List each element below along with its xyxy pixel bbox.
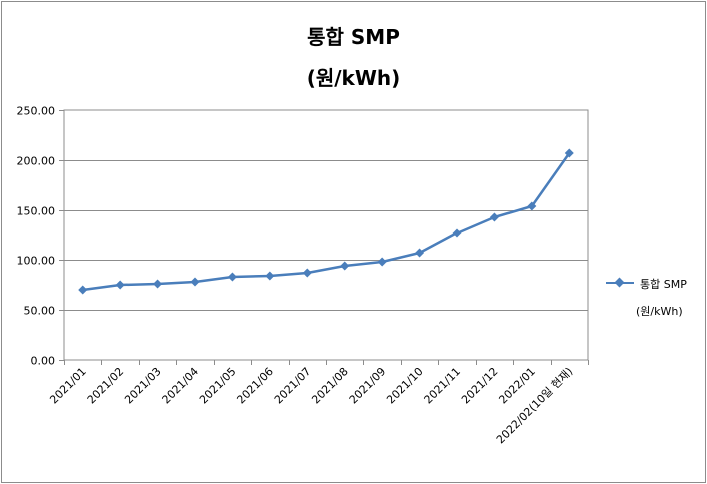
data-point: [452, 228, 462, 238]
legend-series-name: 통합 SMP: [640, 278, 687, 291]
y-tick-label: 50.00: [24, 305, 56, 318]
data-point: [227, 272, 237, 282]
y-tick-label: 100.00: [17, 255, 56, 268]
y-tick-label: 150.00: [17, 205, 56, 218]
legend-item: 통합 SMP: [606, 276, 706, 291]
legend: 통합 SMP (원/kWh): [606, 276, 706, 318]
x-tick-label: 2021/05: [197, 365, 239, 407]
x-tick-label: 2021/12: [459, 365, 501, 407]
x-tick-label: 2021/04: [160, 365, 202, 407]
data-point: [489, 212, 499, 222]
legend-marker-swatch: [614, 277, 625, 288]
x-tick-label: 2021/08: [309, 365, 351, 407]
chart-title-unit: (원/kWh): [306, 66, 401, 90]
x-tick-label: 2021/01: [47, 365, 89, 407]
x-tick-label: 2021/03: [122, 365, 164, 407]
data-point: [190, 277, 200, 287]
y-tick-label: 250.00: [17, 105, 56, 118]
data-point: [153, 279, 163, 289]
data-point: [377, 257, 387, 267]
series-line: [82, 152, 571, 292]
data-point: [415, 248, 425, 258]
plot-border: [63, 109, 589, 361]
y-tick-label: 0.00: [31, 355, 56, 368]
data-point: [564, 148, 574, 158]
legend-series-unit: (원/kWh): [636, 305, 683, 318]
y-tick-label: 200.00: [17, 155, 56, 168]
x-tick-label: 2021/06: [234, 365, 276, 407]
x-tick-label: 2021/02: [85, 365, 127, 407]
data-point: [115, 280, 125, 290]
x-tick-label: 2021/11: [422, 365, 464, 407]
x-tick-label: 2021/09: [347, 365, 389, 407]
data-point: [78, 285, 88, 295]
data-point: [302, 268, 312, 278]
data-point: [265, 271, 275, 281]
chart-title: 통합 SMP: [307, 25, 400, 49]
data-point: [340, 261, 350, 271]
x-tick-label: 2021/10: [384, 365, 426, 407]
x-tick-label: 2021/07: [272, 365, 314, 407]
data-point: [527, 201, 537, 211]
